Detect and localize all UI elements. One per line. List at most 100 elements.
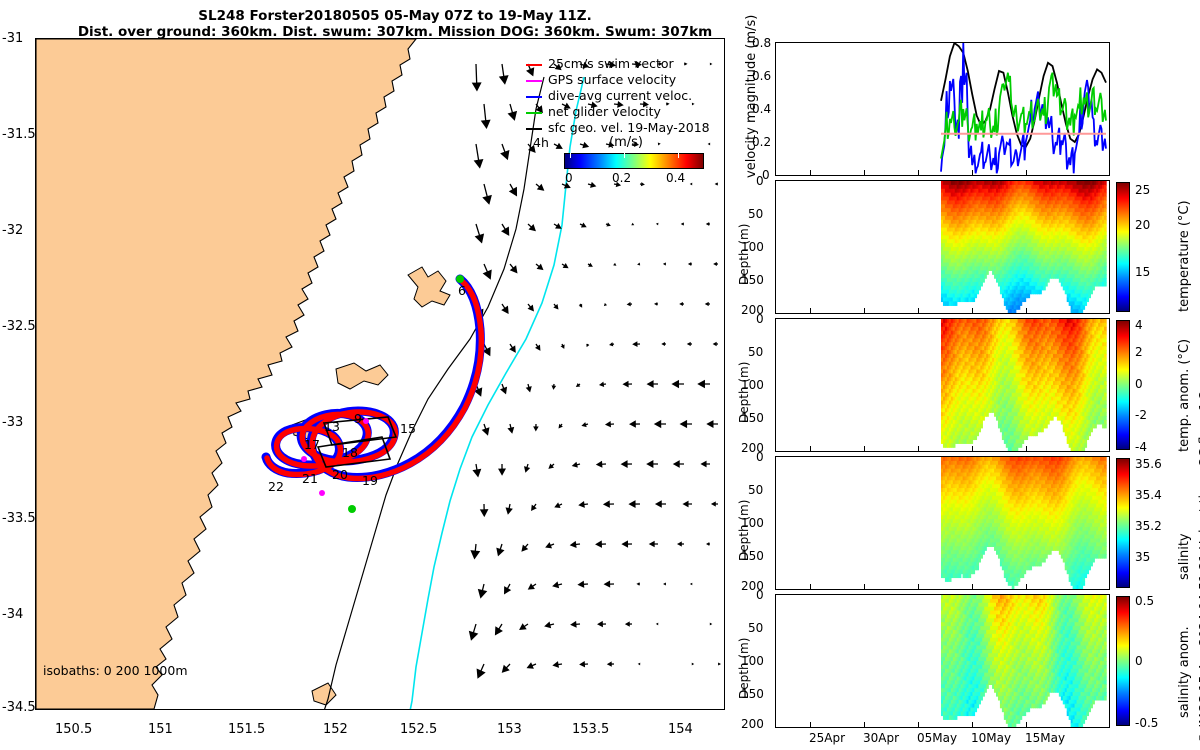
scale-bar-label: 4h [533, 135, 549, 150]
track-label: 17 [304, 437, 320, 452]
map-plot[interactable]: 6 9 13 15 17 18 19 20 21 22 isobaths: 0 … [35, 38, 725, 710]
depth-tick: 50 [748, 621, 764, 635]
salinity-section-panel[interactable] [775, 456, 1110, 590]
salinity-cb-tick: 35.2 [1135, 519, 1162, 533]
salinity-anomaly-cb-tick: 0.5 [1135, 594, 1155, 608]
map-colorbar-tick: 0 [565, 171, 573, 185]
temp-anomaly-colorbar [1116, 320, 1130, 450]
temperature-cb-tick: 25 [1135, 183, 1151, 197]
map-svg [36, 39, 724, 709]
salinity-cb-label: salinity [1177, 533, 1192, 580]
temp-anomaly-cb-label: temp. anom. (°C) [1177, 338, 1192, 452]
velocity-series-svg [940, 43, 1107, 174]
axis-tick [972, 308, 973, 313]
map-legend: 25cm/s swim vector GPS surface velocity … [526, 55, 724, 137]
axis-tick [864, 722, 865, 727]
time-tick: 05May [917, 731, 958, 745]
track-label: 21 [302, 471, 318, 486]
lon-tick: 154 [668, 722, 693, 737]
lon-tick: 152 [323, 722, 348, 737]
depth-tick: 150 [741, 549, 764, 563]
axis-tick [918, 446, 919, 451]
page-title-line1: SL248 Forster20180505 05-May 07Z to 19-M… [198, 8, 592, 24]
depth-tick: 100 [741, 240, 764, 254]
time-tick: 25Apr [809, 731, 846, 745]
axis-tick [918, 722, 919, 727]
temperature-colorbar [1116, 182, 1130, 312]
track-label: 9 [354, 411, 362, 426]
temp-anomaly-section-panel[interactable] [775, 318, 1110, 452]
lon-tick: 151 [148, 722, 173, 737]
axis-tick [972, 722, 973, 727]
axis-tick [1026, 722, 1027, 727]
legend-label-net-glider-velocity: net glider velocity [548, 104, 661, 119]
axis-tick [810, 722, 811, 727]
axis-tick [972, 446, 973, 451]
depth-tick: 150 [741, 411, 764, 425]
depth-tick: 50 [748, 345, 764, 359]
temp-anomaly-cb-tick: -4 [1135, 440, 1147, 454]
temperature-cb-tick: 15 [1135, 265, 1151, 279]
legend-label-dive-avg-current: dive-avg current veloc. [548, 88, 693, 103]
velocity-ytick: 0.6 [752, 69, 772, 83]
net-glider-velocity-marker [348, 505, 356, 513]
depth-tick: 200 [741, 579, 764, 593]
depth-tick: 50 [748, 483, 764, 497]
lat-tick: -34 [2, 607, 24, 622]
salinity-cb-tick: 35 [1135, 550, 1151, 564]
depth-tick: 0 [756, 174, 764, 188]
velocity-magnitude-panel[interactable] [775, 42, 1110, 176]
map-colorbar-units: (m/s) [609, 135, 643, 150]
temperature-cb-tick: 20 [1135, 218, 1151, 232]
lat-tick: -32.5 [2, 319, 36, 334]
lon-tick: 151.5 [228, 722, 266, 737]
axis-tick [864, 308, 865, 313]
temperature-section-svg [941, 181, 1107, 313]
axis-tick [1026, 308, 1027, 313]
temp-anomaly-section-svg [941, 319, 1107, 451]
axis-tick [972, 170, 973, 175]
axis-tick [810, 308, 811, 313]
axis-tick [864, 446, 865, 451]
legend-swatch-net-glider-velocity [526, 112, 542, 114]
salinity-section-svg [941, 457, 1107, 589]
temp-anomaly-cb-tick: -2 [1135, 408, 1147, 422]
coast-detail-upper [407, 266, 451, 308]
track-label: 18 [342, 445, 358, 460]
depth-tick: 50 [748, 207, 764, 221]
temperature-section-panel[interactable] [775, 180, 1110, 314]
lat-tick: -32 [2, 223, 24, 238]
land-mass [36, 39, 417, 709]
salinity-anomaly-cb-label: salinity anom. [1177, 626, 1192, 718]
lon-tick: 153 [497, 722, 522, 737]
gps-surface-velocity-marker [319, 490, 325, 496]
axis-tick [864, 170, 865, 175]
time-tick: 10May [971, 731, 1012, 745]
track-label: 20 [332, 467, 348, 482]
track-label: 13 [324, 419, 340, 434]
depth-tick: 0 [756, 588, 764, 602]
axis-tick [810, 584, 811, 589]
depth-tick: 100 [741, 654, 764, 668]
credit-text: © IMOS 15-Apr-2024 04:51:21 Hobart time.… [1196, 391, 1200, 744]
isobath-1000m [409, 76, 585, 709]
velocity-ytick: 0 [762, 168, 770, 182]
lon-tick: 152.5 [400, 722, 438, 737]
axis-tick [1026, 170, 1027, 175]
axis-tick [1026, 584, 1027, 589]
isobath-caption: isobaths: 0 200 1000m [43, 663, 188, 678]
lat-tick: -34.5 [2, 700, 36, 715]
axis-tick [1026, 446, 1027, 451]
map-colorbar-tick: 0.4 [666, 171, 686, 185]
depth-tick: 100 [741, 516, 764, 530]
isobath-200m [324, 76, 545, 709]
salinity-anomaly-section-panel[interactable] [775, 594, 1110, 728]
velocity-arrow-field [468, 60, 722, 679]
axis-tick [810, 170, 811, 175]
legend-swatch-swim-vector [526, 64, 542, 66]
lat-tick: -31 [2, 31, 24, 46]
glider-track-swim [264, 278, 485, 482]
legend-label-gps-surface-velocity: GPS surface velocity [548, 72, 677, 87]
depth-tick: 150 [741, 273, 764, 287]
temperature-cb-label: temperature (°C) [1177, 200, 1192, 312]
